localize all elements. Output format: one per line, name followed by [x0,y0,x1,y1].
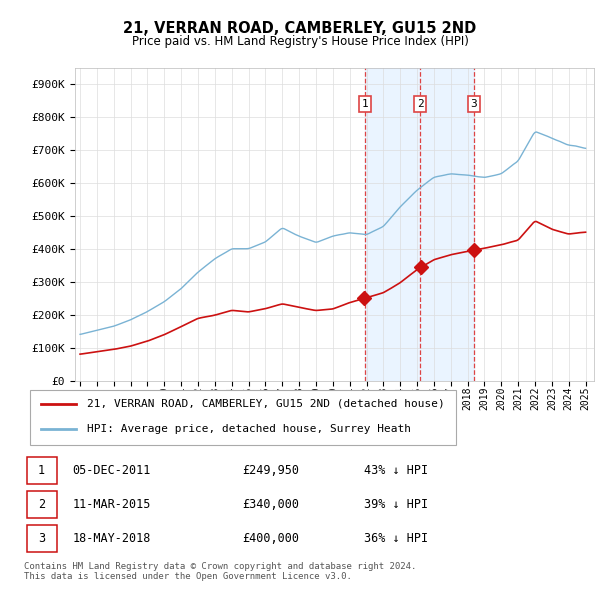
Text: 21, VERRAN ROAD, CAMBERLEY, GU15 2ND: 21, VERRAN ROAD, CAMBERLEY, GU15 2ND [124,21,476,35]
Text: 18-MAY-2018: 18-MAY-2018 [73,532,151,545]
Text: Price paid vs. HM Land Registry's House Price Index (HPI): Price paid vs. HM Land Registry's House … [131,35,469,48]
Bar [365,68,474,381]
Text: 39% ↓ HPI: 39% ↓ HPI [364,498,428,511]
FancyBboxPatch shape [26,525,56,552]
Text: 1: 1 [38,464,45,477]
Text: £340,000: £340,000 [242,498,299,511]
Text: 05-DEC-2011: 05-DEC-2011 [73,464,151,477]
Text: HPI: Average price, detached house, Surrey Heath: HPI: Average price, detached house, Surr… [87,424,411,434]
FancyBboxPatch shape [26,457,56,484]
Text: Contains HM Land Registry data © Crown copyright and database right 2024.
This d: Contains HM Land Registry data © Crown c… [24,562,416,581]
Text: £249,950: £249,950 [242,464,299,477]
Text: 3: 3 [470,99,477,109]
Text: 1: 1 [362,99,368,109]
Text: 2: 2 [417,99,424,109]
Text: 2: 2 [38,498,45,511]
Text: 36% ↓ HPI: 36% ↓ HPI [364,532,428,545]
FancyBboxPatch shape [26,491,56,518]
Text: 21, VERRAN ROAD, CAMBERLEY, GU15 2ND (detached house): 21, VERRAN ROAD, CAMBERLEY, GU15 2ND (de… [87,399,445,409]
Text: 11-MAR-2015: 11-MAR-2015 [73,498,151,511]
Text: 43% ↓ HPI: 43% ↓ HPI [364,464,428,477]
FancyBboxPatch shape [29,389,456,445]
Text: 3: 3 [38,532,45,545]
Text: £400,000: £400,000 [242,532,299,545]
